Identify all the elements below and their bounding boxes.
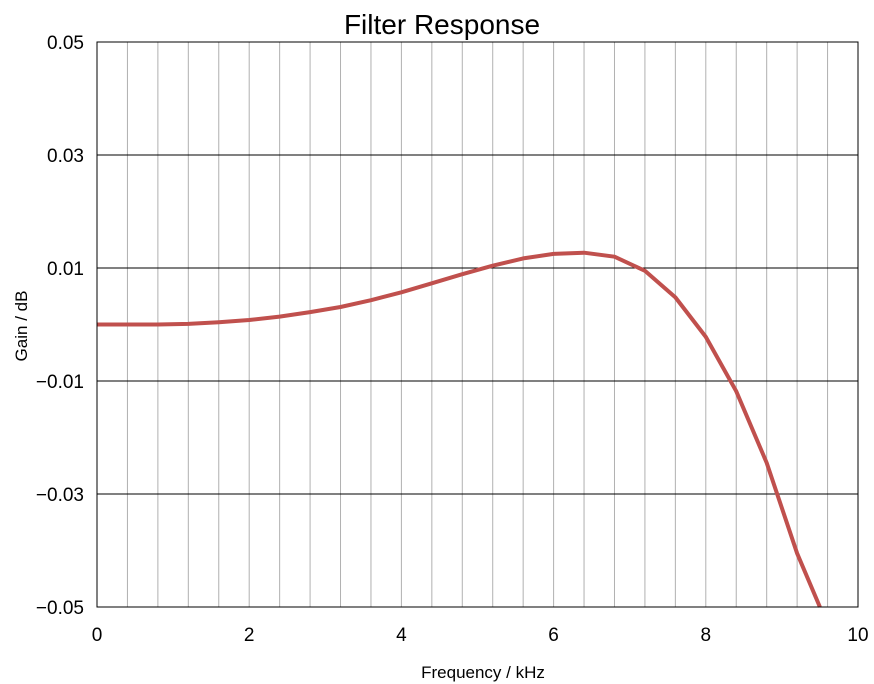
y-tick-label: −0.03 [36, 485, 84, 506]
x-axis-label: Frequency / kHz [421, 663, 545, 682]
plot-frame [96, 41, 859, 608]
chart-title: Filter Response [344, 9, 540, 40]
x-tick-label: 0 [92, 625, 103, 646]
x-tick-label: 8 [701, 625, 712, 646]
y-tick-label: 0.05 [47, 33, 84, 54]
y-tick-label: −0.05 [36, 598, 84, 619]
y-axis-label: Gain / dB [12, 291, 31, 362]
series-line [97, 250, 822, 608]
x-tick-label: 10 [847, 625, 868, 646]
x-tick-label: 6 [548, 625, 559, 646]
tick-labels: 0 2 4 6 8 10 0.05 0.03 0.01 −0.01 −0.03 −0.05 [36, 33, 869, 646]
grid [97, 42, 858, 607]
y-tick-label: −0.01 [36, 372, 84, 393]
x-tick-label: 2 [244, 625, 255, 646]
y-tick-label: 0.01 [47, 259, 84, 280]
series-layer [97, 250, 822, 608]
x-tick-label: 4 [396, 625, 407, 646]
y-tick-label: 0.03 [47, 146, 84, 167]
